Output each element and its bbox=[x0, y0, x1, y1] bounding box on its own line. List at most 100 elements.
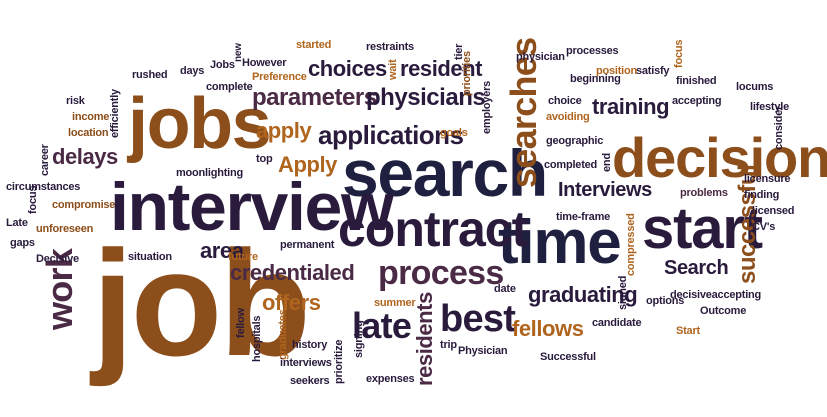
word-risk: risk bbox=[66, 95, 85, 107]
word-history: history bbox=[292, 339, 328, 351]
word-efficiently: efficiently bbox=[109, 89, 121, 138]
word-compressed: compressed bbox=[625, 213, 637, 276]
word-locums: locums bbox=[736, 81, 774, 93]
word-gaps: gaps bbox=[10, 237, 35, 249]
word-days: days bbox=[180, 65, 205, 77]
word-Search: Search bbox=[664, 257, 729, 279]
word-Successful: Successful bbox=[540, 351, 596, 363]
word-licensed: licensed bbox=[752, 205, 795, 217]
word-choice: choice bbox=[548, 95, 582, 107]
word-applications: applications bbox=[318, 120, 464, 150]
word-processes: processes bbox=[566, 45, 619, 57]
word-future: future bbox=[228, 251, 258, 263]
word-residents: residents bbox=[412, 292, 437, 386]
word-restraints: restraints bbox=[366, 41, 414, 53]
word-start: start bbox=[642, 196, 763, 261]
word-signing: signing bbox=[353, 320, 365, 358]
word-seekers: seekers bbox=[290, 375, 330, 387]
word-contract: contract bbox=[338, 201, 528, 257]
word-signed: signed bbox=[617, 275, 629, 310]
word-unforeseen: unforeseen bbox=[36, 223, 94, 235]
word-physicians: physicians bbox=[366, 84, 486, 111]
word-rushed: rushed bbox=[132, 69, 168, 81]
word-employers: employers bbox=[481, 80, 493, 134]
word-prioritize: prioritize bbox=[333, 339, 345, 384]
word-CVs: CV's bbox=[752, 221, 776, 233]
word-graduates: graduates bbox=[277, 309, 289, 360]
word-moonlighting: moonlighting bbox=[176, 167, 244, 179]
word-fellows: fellows bbox=[512, 316, 584, 341]
word-offers: offers bbox=[262, 290, 321, 315]
word-options: options bbox=[646, 295, 685, 307]
word-avoiding: avoiding bbox=[546, 111, 590, 123]
word-area: area bbox=[200, 238, 244, 263]
word-However: However bbox=[242, 57, 287, 69]
word-resident: resident bbox=[400, 56, 483, 81]
word-candidate: candidate bbox=[592, 317, 642, 329]
word-top: top bbox=[256, 153, 273, 165]
word-beginning: beginning bbox=[570, 73, 621, 85]
word-interview: interview bbox=[110, 169, 394, 245]
word-process: process bbox=[378, 254, 504, 292]
word-summer: summer bbox=[374, 297, 416, 309]
word-Start: Start bbox=[676, 325, 700, 337]
word-training: training bbox=[592, 94, 670, 119]
word-expenses: expenses bbox=[366, 373, 415, 385]
word-problems: problems bbox=[680, 187, 728, 199]
word-interviews: interviews bbox=[280, 357, 332, 369]
word-position: position bbox=[596, 65, 638, 77]
word-decision: decision bbox=[612, 126, 827, 189]
word-goals: goals bbox=[440, 127, 468, 139]
word-graduating: graduating bbox=[528, 282, 638, 307]
word-end: end bbox=[601, 153, 613, 172]
word-accepting: accepting bbox=[672, 95, 722, 107]
word-date: date bbox=[494, 283, 516, 295]
word-choices: choices bbox=[308, 56, 387, 81]
word-physician: physician bbox=[516, 51, 565, 63]
word-Late: Late bbox=[6, 217, 28, 229]
word-finding: finding bbox=[744, 189, 780, 201]
word-compromise: compromise bbox=[52, 199, 116, 211]
word-finished: finished bbox=[676, 75, 717, 87]
word-complete: complete bbox=[206, 81, 253, 93]
word-credentialed: credentialed bbox=[230, 260, 355, 285]
word-location: location bbox=[68, 127, 109, 139]
word-career: career bbox=[39, 144, 51, 176]
word-Interviews: Interviews bbox=[558, 179, 652, 201]
word-hospitals: hospitals bbox=[251, 315, 263, 362]
word-fellow: fellow bbox=[235, 308, 247, 338]
word-permanent: permanent bbox=[280, 239, 335, 251]
word-lifestyle: lifestyle bbox=[750, 101, 789, 113]
word-time: time bbox=[498, 208, 622, 277]
word-priorities: priorities bbox=[461, 51, 473, 96]
word-search: search bbox=[342, 136, 548, 210]
word-situation: situation bbox=[128, 251, 172, 263]
word-completed: completed bbox=[544, 159, 598, 171]
word-decisiveaccepting: decisiveaccepting bbox=[670, 289, 762, 301]
word-trip: trip bbox=[440, 339, 457, 351]
word-Jobs: Jobs bbox=[210, 59, 235, 71]
word-job: job bbox=[92, 219, 311, 387]
word-Decisive: Decisive bbox=[36, 253, 79, 265]
word-satisfy: satisfy bbox=[636, 65, 670, 77]
word-parameters: parameters bbox=[252, 84, 377, 111]
word-late: late bbox=[352, 305, 412, 346]
word-circumstances: circumstances bbox=[6, 181, 81, 193]
word-Outcome: Outcome bbox=[700, 305, 747, 317]
word-focus-top: focus bbox=[673, 39, 685, 68]
word-jobs: jobs bbox=[128, 84, 272, 164]
word-started: started bbox=[296, 39, 332, 51]
word-consider: consider bbox=[773, 105, 785, 150]
word-focus-left: focus bbox=[27, 185, 39, 214]
word-Apply: Apply bbox=[278, 152, 337, 177]
word-licensure: licensure bbox=[744, 173, 791, 185]
word-income: income bbox=[72, 111, 110, 123]
word-delays: delays bbox=[52, 144, 118, 169]
word-Physician: Physician bbox=[458, 345, 508, 357]
word-time-frame: time-frame bbox=[556, 211, 611, 223]
word-geographic: geographic bbox=[546, 135, 604, 147]
word-best: best bbox=[440, 298, 516, 340]
word-apply: apply bbox=[256, 118, 312, 143]
word-wait: wait bbox=[387, 59, 399, 80]
